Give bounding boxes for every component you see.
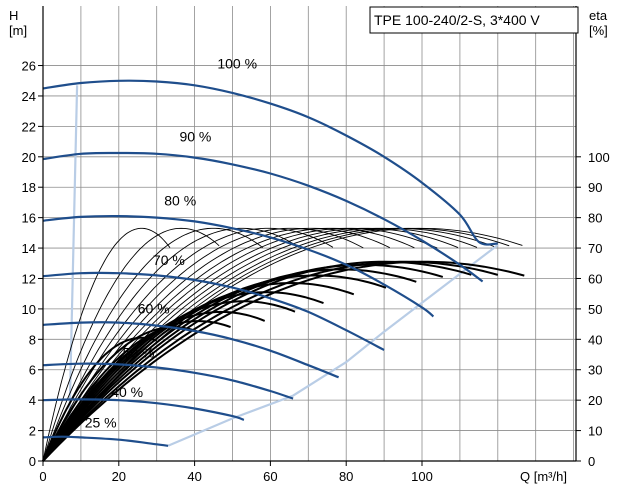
y2-tick-label: 80: [588, 211, 602, 226]
y-tick-label: 22: [22, 119, 36, 134]
head-curve: [42, 151, 484, 283]
axes: 0246810121416182022242601020304050607080…: [22, 6, 610, 484]
y-tick-label: 26: [22, 59, 36, 74]
x-tick-label: 40: [187, 469, 201, 484]
y-tick-label: 18: [22, 180, 36, 195]
speed-label: 90 %: [179, 129, 211, 145]
y-tick-label: 0: [29, 454, 36, 469]
efficiency-curve: [42, 227, 510, 462]
y2-tick-label: 10: [588, 424, 602, 439]
speed-label: 40 %: [111, 384, 143, 400]
y-tick-label: 12: [22, 271, 36, 286]
head-curve: [42, 271, 385, 351]
y-tick-label: 8: [29, 332, 36, 347]
y-tick-label: 6: [29, 363, 36, 378]
efficiency-curve: [42, 227, 334, 462]
speed-label: 60 %: [138, 300, 170, 316]
y2-tick-label: 60: [588, 271, 602, 286]
y-tick-label: 16: [22, 211, 36, 226]
speed-label: 80 %: [164, 192, 196, 208]
y2-axis-title-line1: eta: [589, 8, 608, 23]
speed-label: 25 %: [85, 415, 117, 431]
y-tick-label: 2: [29, 424, 36, 439]
head-curve: [42, 214, 435, 318]
x-tick-label: 20: [112, 469, 126, 484]
y-axis-title-line2: [m]: [9, 23, 27, 38]
head-curve: [42, 321, 340, 379]
y2-tick-label: 20: [588, 393, 602, 408]
speed-label: 100 %: [217, 56, 257, 72]
y2-tick-label: 0: [588, 454, 595, 469]
x-tick-label: 80: [339, 469, 353, 484]
efficiency-curve: [42, 281, 355, 462]
y2-axis-title-line2: [%]: [589, 23, 608, 38]
y2-tick-label: 50: [588, 302, 602, 317]
chart-title: TPE 100-240/2-S, 3*400 V: [374, 12, 540, 28]
efficiency-curve: [42, 260, 525, 462]
efficiency-curve: [42, 227, 220, 462]
y-tick-label: 20: [22, 150, 36, 165]
x-tick-label: 0: [39, 469, 46, 484]
y-tick-label: 10: [22, 302, 36, 317]
title-box: [369, 6, 579, 34]
head-curve: [42, 362, 294, 400]
envelope-right: [167, 244, 499, 447]
x-axis-title: Q [m³/h]: [520, 469, 567, 484]
y2-tick-label: 100: [588, 150, 610, 165]
head-curve: [42, 435, 169, 447]
y2-tick-label: 70: [588, 241, 602, 256]
efficiency-curve: [42, 227, 390, 462]
x-tick-label: 100: [411, 469, 433, 484]
y2-tick-label: 90: [588, 180, 602, 195]
y-tick-label: 24: [22, 89, 36, 104]
speed-label: 50 %: [123, 345, 155, 361]
y-axis-title-line1: H: [9, 8, 18, 23]
y2-tick-label: 30: [588, 363, 602, 378]
y-tick-label: 4: [29, 393, 36, 408]
head-curves: 100 % 90 % 80 % 70 % 60 % 50 % 40 % 25 %: [42, 56, 498, 447]
y-tick-label: 14: [22, 241, 36, 256]
y2-tick-label: 40: [588, 332, 602, 347]
x-tick-label: 60: [263, 469, 277, 484]
head-curve: [42, 79, 498, 246]
efficiency-curve: [42, 227, 300, 462]
speed-label: 70 %: [153, 252, 185, 268]
efficiency-curve: [42, 274, 387, 462]
head-curve: [42, 398, 245, 421]
efficiency-curve: [42, 227, 171, 462]
